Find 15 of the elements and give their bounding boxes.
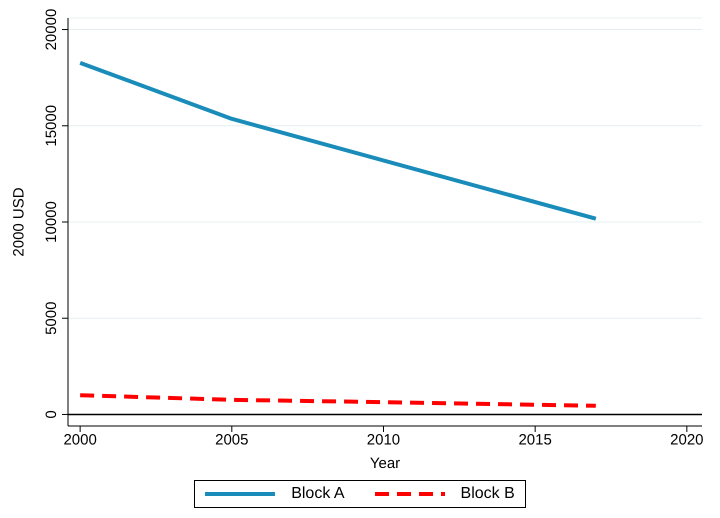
y-axis-title: 2000 USD [10, 187, 28, 257]
y-tick-label: 20000 [43, 8, 60, 50]
x-tick-label: 2015 [518, 432, 552, 449]
y-tick-label: 10000 [43, 201, 60, 243]
x-tick-label: 2010 [366, 432, 400, 449]
x-axis-title: Year [370, 455, 400, 472]
x-tick-label: 2005 [215, 432, 248, 449]
y-tick-label: 15000 [43, 104, 60, 147]
legend-label: Block A [291, 485, 345, 503]
line-series [78, 393, 598, 408]
x-tick-label: 2020 [670, 432, 704, 449]
y-tick-label: 5000 [43, 302, 60, 335]
legend-label: Block B [460, 485, 515, 503]
y-tick-label: 0 [43, 410, 60, 419]
x-tick-label: 2000 [63, 432, 97, 449]
